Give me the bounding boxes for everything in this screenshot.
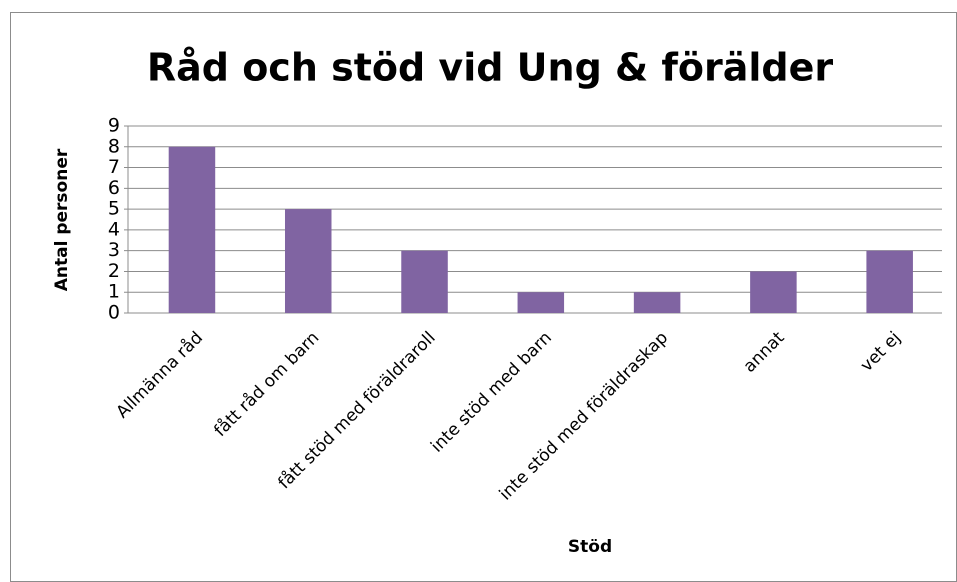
- bar: [517, 292, 565, 313]
- bar: [401, 250, 448, 313]
- y-tick-label: 7: [108, 156, 120, 178]
- y-tick-label: 6: [108, 177, 120, 199]
- y-axis-label: Antal personer: [52, 148, 72, 291]
- y-tick-label: 2: [108, 260, 120, 282]
- x-axis-label: Stöd: [568, 537, 612, 557]
- bar: [633, 292, 681, 313]
- y-tick-label: 4: [108, 218, 120, 240]
- chart-title: Råd och stöd vid Ung & förälder: [147, 46, 834, 90]
- y-tick-label: 3: [108, 239, 120, 261]
- y-tick-label: 1: [108, 281, 120, 303]
- bar: [284, 209, 332, 313]
- y-tick-label: 5: [108, 198, 120, 220]
- chart-frame: [10, 12, 957, 582]
- y-tick-label: 9: [108, 115, 120, 137]
- bar: [866, 250, 913, 313]
- bar: [168, 146, 216, 313]
- y-tick-label: 8: [108, 135, 120, 157]
- y-tick-label: 0: [108, 302, 120, 324]
- bar: [750, 271, 797, 313]
